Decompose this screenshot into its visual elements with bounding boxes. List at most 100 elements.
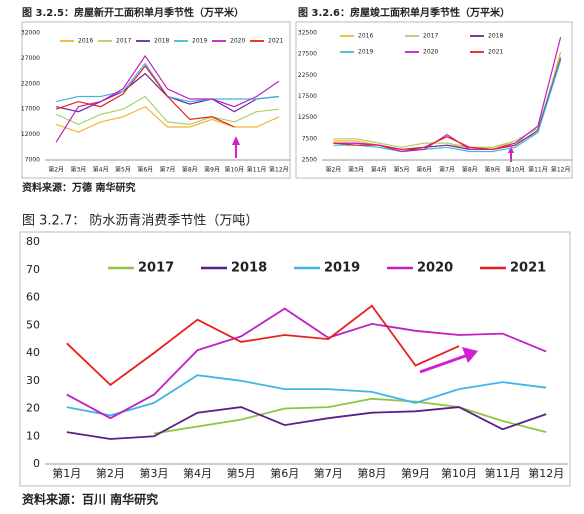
series-line xyxy=(55,54,280,143)
x-tick-label: 第3月 xyxy=(139,466,168,480)
legend-label: 2017 xyxy=(138,261,174,276)
x-tick-label: 第11月 xyxy=(528,166,548,174)
x-tick-label: 第1月 xyxy=(52,466,81,480)
chart: 7000 12000 17000 22000 27000 32000 第2月 第3月 第4月 第5… xyxy=(21,30,290,174)
x-tick-label: 第5月 xyxy=(394,166,410,174)
y-tick-label: 20 xyxy=(26,402,40,415)
legend-label: 2018 xyxy=(231,261,267,276)
y-tick-label: 22500 xyxy=(298,72,317,79)
x-tick-label: 第3月 xyxy=(348,166,364,174)
y-tick-label: 12500 xyxy=(298,114,317,121)
x-tick-label: 第7月 xyxy=(439,166,455,174)
y-tick-label: 7000 xyxy=(25,157,40,164)
x-tick-label: 第9月 xyxy=(204,166,220,174)
series-line xyxy=(55,95,279,126)
y-tick-label: 32500 xyxy=(298,30,317,37)
y-tick-label: 17000 xyxy=(21,106,40,113)
x-tick-label: 第4月 xyxy=(183,466,212,480)
frame xyxy=(295,21,573,179)
x-tick-label: 第7月 xyxy=(160,166,176,174)
legend-label: 2021 xyxy=(488,49,503,56)
x-tick-label: 第10月 xyxy=(505,166,525,174)
y-tick-label: 12000 xyxy=(21,131,40,138)
series-line xyxy=(333,60,562,153)
x-tick-label: 第2月 xyxy=(48,166,64,174)
series-line xyxy=(55,72,279,113)
x-tick-label: 第6月 xyxy=(137,166,153,174)
x-tick-label: 第3月 xyxy=(70,166,86,174)
legend-label: 2019 xyxy=(324,261,360,276)
x-tick-label: 第2月 xyxy=(96,466,125,480)
series-line xyxy=(333,37,562,153)
legend-label: 2020 xyxy=(417,261,453,276)
x-tick-label: 第7月 xyxy=(314,466,343,480)
y-tick-label: 50 xyxy=(26,318,40,331)
x-tick-label: 第12月 xyxy=(269,166,289,174)
legend-label: 2020 xyxy=(230,38,245,45)
series-line xyxy=(66,307,547,420)
legend-label: 2021 xyxy=(268,38,283,45)
legend-label: 2020 xyxy=(423,49,438,56)
x-tick-label: 第8月 xyxy=(182,166,198,174)
series-line xyxy=(55,65,235,128)
y-tick-label: 2500 xyxy=(302,157,317,164)
y-tick-label: 27500 xyxy=(298,51,317,58)
series-line xyxy=(333,58,562,153)
frame xyxy=(19,231,571,487)
chart: 250075001250017500225002750032500第2月 第3月第… xyxy=(298,30,572,174)
series-line xyxy=(55,105,280,133)
y-tick-label: 60 xyxy=(26,291,40,304)
x-tick-label: 第10月 xyxy=(224,166,244,174)
chart-title: 图 3.2.5：房屋新开工面积单月季节性（万平米） xyxy=(22,6,244,19)
x-tick-label: 第4月 xyxy=(93,166,109,174)
legend-label: 2021 xyxy=(510,261,546,276)
legend-label: 2019 xyxy=(192,38,207,45)
source: 资料来源：百川 南华研究 xyxy=(22,492,158,507)
x-tick-label: 第10月 xyxy=(441,466,477,480)
y-tick-label: 40 xyxy=(26,346,40,359)
x-tick-label: 第11月 xyxy=(247,166,267,174)
x-tick-label: 第2月 xyxy=(325,166,341,174)
series-line xyxy=(66,406,547,440)
y-tick-label: 30 xyxy=(26,374,40,387)
y-tick-label: 70 xyxy=(26,263,40,276)
y-tick-label: 22000 xyxy=(21,80,40,87)
x-tick-label: 第5月 xyxy=(115,166,131,174)
legend-label: 2019 xyxy=(358,49,373,56)
series-line xyxy=(333,56,562,148)
x-tick-label: 第8月 xyxy=(462,166,478,174)
series-line xyxy=(66,374,547,417)
frame xyxy=(21,21,291,179)
series-line xyxy=(333,136,516,151)
x-tick-label: 第9月 xyxy=(485,166,501,174)
legend-label: 2018 xyxy=(488,33,503,40)
y-tick-label: 10 xyxy=(26,429,40,442)
x-tick-label: 第6月 xyxy=(270,466,299,480)
x-tick-label: 第8月 xyxy=(357,466,386,480)
source: 资料来源：万德 南华研究 xyxy=(22,181,135,194)
y-tick-label: 0 xyxy=(33,457,40,470)
series-line xyxy=(66,304,460,387)
arrow xyxy=(232,136,514,374)
legend-label: 2016 xyxy=(78,38,93,45)
x-tick-label: 第6月 xyxy=(416,166,432,174)
y-tick-label: 7500 xyxy=(302,135,317,142)
x-tick-label: 第11月 xyxy=(485,466,521,480)
y-tick-label: 27000 xyxy=(21,55,40,62)
chart: 0 10 20 30 40 50 60 70 80 第1月 第2月 第3月 第4月 第5月 第6月 第7月 第8… xyxy=(26,235,568,480)
legend-label: 2018 xyxy=(154,38,169,45)
y-tick-label: 32000 xyxy=(21,30,40,37)
x-tick-label: 第9月 xyxy=(401,466,430,480)
chart-title: 图 3.2.6：房屋竣工面积单月季节性（万平米） xyxy=(298,6,510,19)
y-tick-label: 80 xyxy=(26,235,40,248)
x-tick-label: 第4月 xyxy=(371,166,387,174)
legend-label: 2016 xyxy=(358,33,373,40)
series-line xyxy=(153,397,547,435)
x-tick-label: 第12月 xyxy=(528,466,564,480)
legend-label: 2017 xyxy=(423,33,438,40)
x-tick-label: 第5月 xyxy=(227,466,256,480)
x-tick-label: 第12月 xyxy=(551,166,571,174)
chart-title: 图 3.2.7： 防水沥青消费季节性（万吨） xyxy=(22,213,258,229)
legend-label: 2017 xyxy=(116,38,131,45)
